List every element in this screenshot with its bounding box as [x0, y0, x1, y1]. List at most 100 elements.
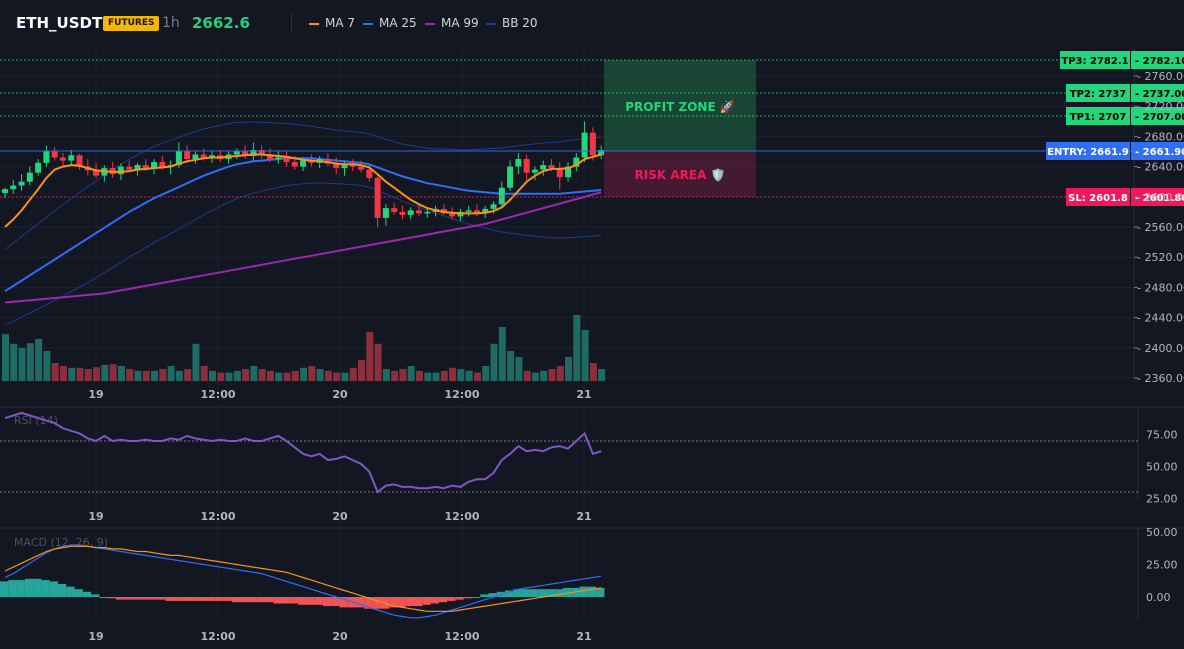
sl-level-tag: [1066, 188, 1130, 206]
macd-hist-bar: [91, 594, 100, 597]
macd-hist-bar: [596, 587, 605, 597]
macd-hist-bar: [273, 597, 282, 604]
legend-ma99[interactable]: MA 99: [425, 16, 479, 30]
symbol-name[interactable]: ETH_USDT: [16, 14, 103, 32]
tp1-level-price-tag: [1131, 107, 1184, 125]
candle-body: [134, 165, 141, 170]
volume-bar: [523, 370, 531, 381]
price-tick-label: - 2360.00: [1137, 372, 1184, 385]
risk-zone[interactable]: [604, 151, 756, 197]
macd-hist-bar: [264, 597, 274, 603]
price-tick-label: - 2440.00: [1137, 312, 1184, 325]
candle-body: [407, 210, 414, 215]
candles: [2, 121, 605, 227]
macd-hist-bar: [430, 597, 439, 604]
macd-hist-bar: [49, 581, 58, 597]
entry-level-price-text: - 2661.90: [1135, 147, 1184, 158]
timeframe-selector[interactable]: 1h: [162, 15, 180, 31]
candle-body: [275, 157, 282, 160]
time-tick-label: 12:00: [444, 388, 479, 401]
macd-hist-bar: [16, 580, 25, 597]
rsi-tick-label: 75.00: [1146, 429, 1178, 442]
tp2-level-tag-text: TP2: 2737: [1070, 89, 1126, 100]
macd-hist-bar: [463, 597, 472, 599]
sl-level-price-tag: [1131, 188, 1184, 206]
profit-zone-label: PROFIT ZONE 🚀: [625, 100, 735, 114]
macd-hist-bar: [149, 597, 158, 600]
candle-body: [374, 177, 381, 218]
legend-ma25[interactable]: MA 25: [363, 16, 417, 30]
volume-bar: [473, 372, 481, 381]
time-tick-label: 12:00: [200, 510, 235, 523]
risk-zone-label: RISK AREA 🛡️: [635, 168, 726, 182]
candle-body: [399, 211, 406, 215]
candle-body: [250, 149, 257, 157]
candle-body: [358, 166, 365, 170]
candle-body: [175, 151, 182, 166]
volume-bar: [366, 331, 374, 381]
volume-bar: [109, 364, 117, 381]
macd-axis: 50.00 25.00 0.00: [1146, 526, 1178, 604]
candle-body: [209, 155, 215, 158]
macd-hist-bar: [521, 589, 530, 597]
candle-body: [556, 168, 563, 178]
volume-bar: [573, 315, 581, 381]
time-axes[interactable]: 19 12:00 20 12:00 21 19 12:00 20 12:00 21 19 12:00 2…: [88, 388, 591, 643]
candle-body: [266, 154, 273, 160]
volume-bar: [424, 372, 432, 381]
volume-bar: [266, 370, 274, 381]
futures-badge: FUTURES: [103, 16, 160, 31]
macd-hist-bar: [41, 580, 50, 597]
macd-hist-bar: [165, 597, 174, 601]
macd-hist-bar: [82, 591, 92, 597]
legend-bb20[interactable]: BB 20: [486, 16, 538, 30]
volume-bar: [556, 366, 564, 381]
volume-bar: [498, 327, 506, 381]
volume-bar: [134, 370, 142, 381]
macd-hist-bar: [74, 589, 83, 597]
volume-bar: [531, 372, 539, 381]
candle-body: [366, 169, 373, 178]
tp2-level-price-text: - 2737.00: [1135, 89, 1184, 100]
bb20-swatch-icon: [486, 22, 496, 25]
price-tick-label: - 2600.00: [1137, 191, 1184, 204]
price-tick-label: - 2520.00: [1137, 251, 1184, 264]
macd-hist-bar: [99, 597, 108, 598]
candle-body: [482, 208, 489, 214]
volume-bar: [399, 369, 407, 381]
candle-body: [76, 155, 83, 167]
volume-bar: [184, 369, 192, 381]
macd-hist-bar: [281, 597, 290, 604]
candle-body: [341, 165, 348, 169]
macd-hist-bar: [422, 597, 431, 605]
volume-bar: [68, 367, 76, 381]
macd-hist-bar: [157, 597, 166, 600]
macd-hist-bar: [563, 587, 572, 597]
macd-hist-bar: [223, 597, 232, 601]
volume-bar: [358, 360, 366, 381]
volume-bar: [126, 369, 134, 381]
volume-bar: [159, 369, 167, 381]
candle-body: [531, 169, 538, 173]
legend-ma7[interactable]: MA 7: [309, 16, 355, 30]
macd-hist-bar: [198, 597, 207, 601]
macd-hist-bar: [8, 580, 17, 597]
volume-bar: [291, 370, 299, 381]
volume-bar: [308, 366, 316, 381]
candle-body: [192, 154, 199, 160]
bb-lower-line: [4, 182, 602, 326]
volume-bar: [167, 366, 175, 381]
macd-line: [4, 544, 602, 619]
macd-hist-bar: [140, 597, 150, 600]
legend-ma7-label: MA 7: [325, 16, 356, 30]
trade-levels: TP3: 2782.1 - 2782.10 TP2: 2737 - 2737.00 TP…: [0, 51, 1184, 206]
price-axis[interactable]: - 2760.00 - 2720.00 - 2680.00 - 2640.00 - 26…: [1134, 70, 1184, 385]
macd-hist-bar: [306, 597, 315, 605]
macd-hist-bar: [66, 586, 75, 597]
profit-zone[interactable]: [604, 60, 756, 151]
volume-bar: [59, 366, 67, 381]
volume-bar: [374, 343, 382, 381]
candle-body: [540, 165, 547, 170]
volume-bar: [51, 363, 59, 381]
